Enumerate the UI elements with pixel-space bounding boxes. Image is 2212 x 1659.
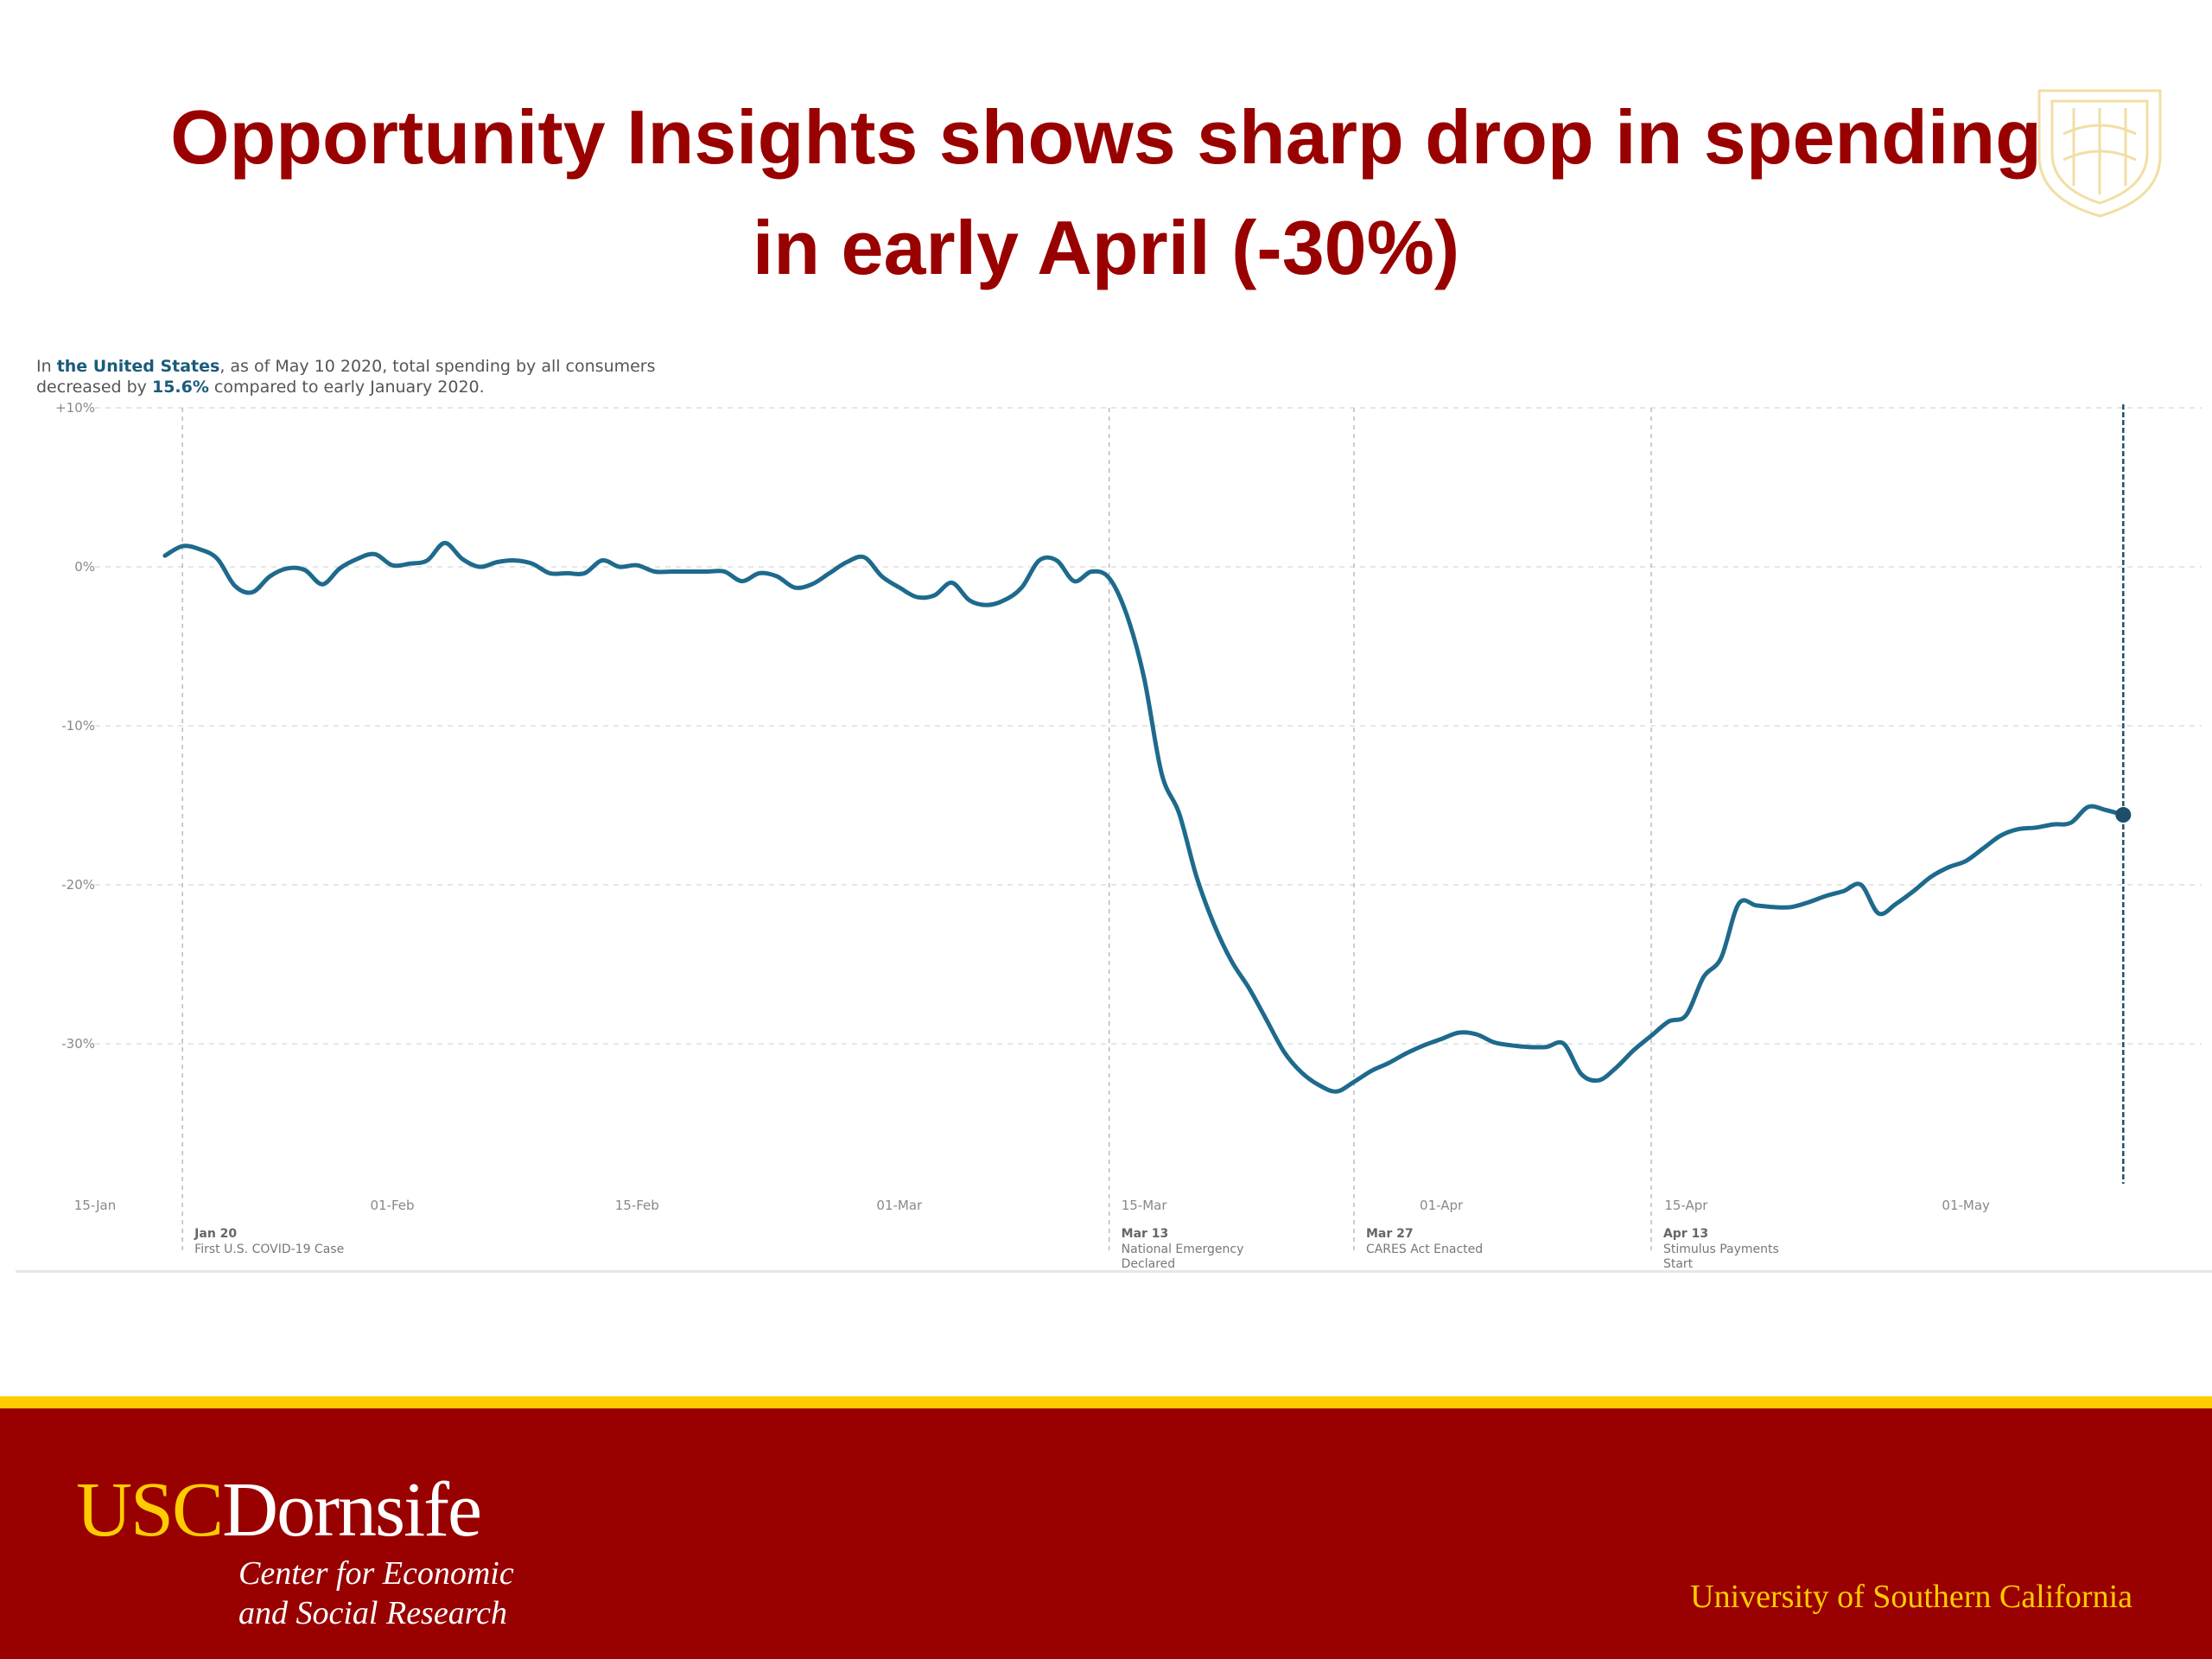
- center-name: Center for Economic and Social Research: [238, 1554, 514, 1633]
- event-date-label: Jan 20: [194, 1227, 237, 1241]
- logo-usc: USC: [76, 1467, 224, 1553]
- line-chart: +10% 0% -10% -20% -30% 15-Jan 01-Feb 15-Feb 01-M…: [55, 400, 2202, 1270]
- event-description: First U.S. COVID-19 Case: [194, 1243, 344, 1256]
- slide-title: Opportunity Insights shows sharp drop in…: [0, 82, 2212, 303]
- university-name: University of Southern California: [1690, 1579, 2133, 1615]
- event-description: Declared: [1122, 1257, 1176, 1270]
- spending-chart: In the United States, as of May 10 2020,…: [16, 344, 2212, 1273]
- event-date-label: Apr 13: [1663, 1227, 1708, 1241]
- event-description: Start: [1663, 1257, 1694, 1270]
- center-name-line-1: Center for Economic: [238, 1555, 514, 1592]
- x-tick-label: 15-Feb: [615, 1198, 659, 1213]
- x-tick-label: 15-Mar: [1122, 1198, 1168, 1213]
- event-description: National Emergency: [1122, 1243, 1244, 1256]
- center-name-line-2: and Social Research: [238, 1595, 507, 1631]
- chart-intro-percent: 15.6%: [151, 378, 209, 397]
- x-tick-label: 01-May: [1942, 1198, 1990, 1213]
- y-tick-label: +10%: [55, 400, 95, 416]
- latest-value-point: [2115, 807, 2132, 823]
- y-tick-label: -20%: [61, 877, 95, 893]
- event-description: Stimulus Payments: [1663, 1243, 1779, 1256]
- x-tick-label: 15-Apr: [1664, 1198, 1708, 1213]
- x-tick-label: 01-Apr: [1420, 1198, 1464, 1213]
- y-tick-label: 0%: [74, 559, 95, 575]
- footer-bar: USCDornsife Center for Economic and Soci…: [0, 1396, 2212, 1659]
- spending-series-line: [162, 540, 2126, 1094]
- y-tick-label: -30%: [61, 1036, 95, 1052]
- slide-title-line-2: in early April (-30%): [752, 205, 1460, 290]
- dornsife-logo: USCDornsife: [76, 1467, 482, 1554]
- chart-intro-region: the United States: [56, 357, 220, 376]
- x-tick-label: 01-Feb: [370, 1198, 414, 1213]
- event-date-label: Mar 27: [1366, 1227, 1414, 1241]
- event-date-label: Mar 13: [1122, 1227, 1169, 1241]
- logo-dornsife: Dornsife: [222, 1467, 482, 1553]
- y-tick-label: -10%: [61, 718, 95, 734]
- slide-title-line-1: Opportunity Insights shows sharp drop in…: [170, 94, 2042, 180]
- chart-intro: In the United States, as of May 10 2020,…: [36, 357, 656, 397]
- event-description: CARES Act Enacted: [1366, 1243, 1483, 1256]
- x-tick-label: 15-Jan: [74, 1198, 116, 1213]
- x-tick-label: 01-Mar: [876, 1198, 923, 1213]
- usc-seal-icon: [2037, 89, 2162, 218]
